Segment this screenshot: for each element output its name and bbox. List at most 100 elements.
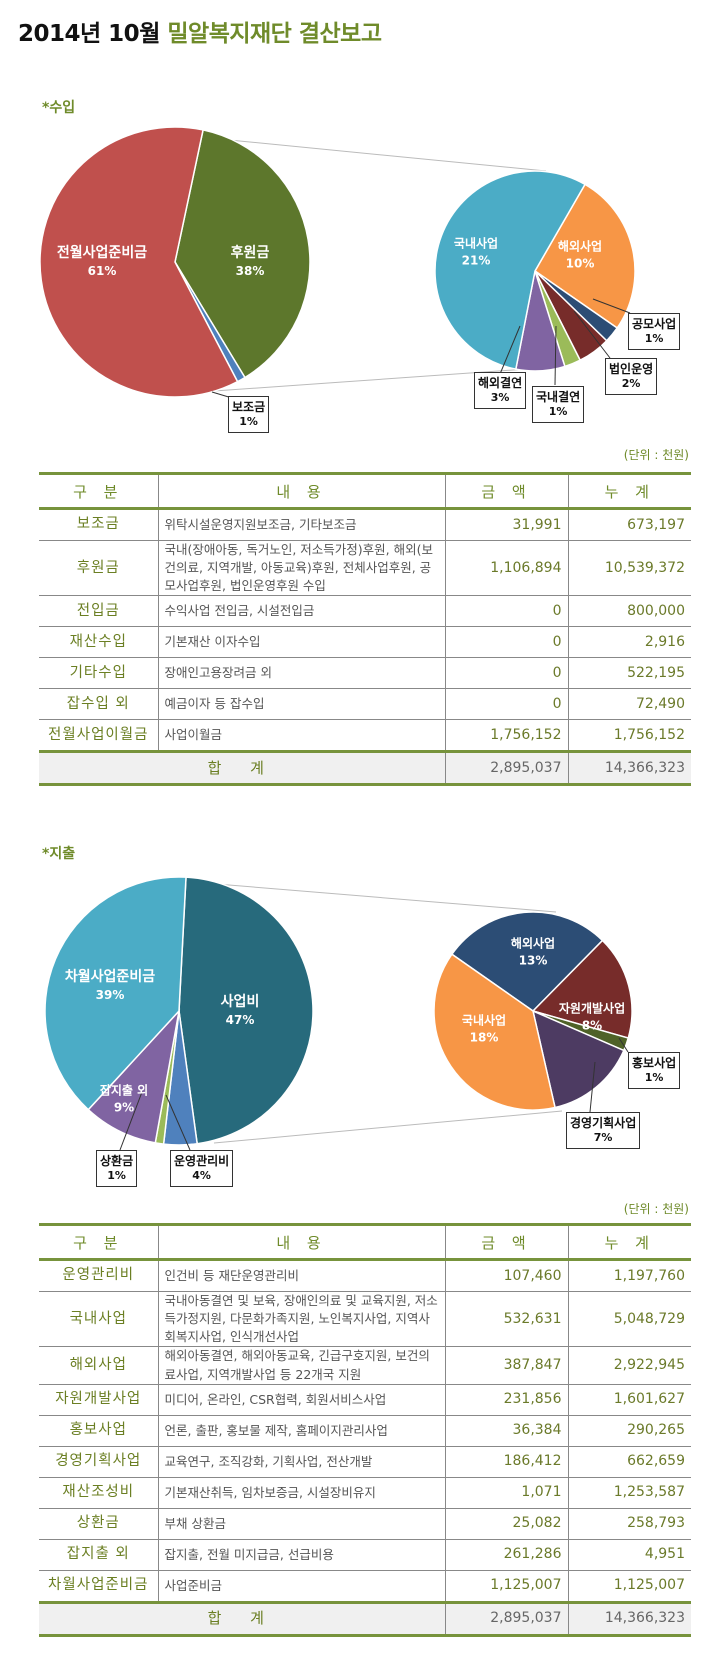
- pie-label: 국내사업 21%: [454, 236, 498, 271]
- row-amount: 0: [444, 595, 568, 628]
- pie-label-name: 전월사업준비금: [56, 245, 148, 262]
- row-cumulative: 662,659: [567, 1446, 691, 1478]
- pie-label-name: 자원개발사업: [558, 1001, 626, 1016]
- row-description: 미디어, 온라인, CSR협력, 회원서비스사업: [157, 1384, 445, 1416]
- row-amount: 1,125,007: [444, 1570, 568, 1603]
- row-description: 국내아동결연 및 보육, 장애인의료 및 교육지원, 저소득가정지원, 다문화가…: [157, 1291, 445, 1348]
- expense-section-label: *지출: [42, 846, 76, 862]
- column-header: 내 용: [157, 472, 445, 510]
- row-description: 국내(장애아동, 독거노인, 저소득가정)후원, 해외(보건의료, 지역개발, …: [157, 540, 445, 597]
- row-category: 후원금: [39, 540, 158, 597]
- row-description: 위탁시설운영지원보조금, 기타보조금: [157, 508, 445, 541]
- row-category: 보조금: [39, 508, 158, 541]
- leader-line: [573, 310, 611, 359]
- row-cumulative: 1,125,007: [567, 1570, 691, 1603]
- column-header: 누 계: [567, 1223, 691, 1261]
- pie-label-percent: 61%: [87, 264, 117, 279]
- pie-label-percent: 13%: [518, 954, 548, 968]
- income-main-pie: [39, 126, 311, 398]
- row-amount: 36,384: [444, 1415, 568, 1447]
- row-cumulative: 800,000: [567, 595, 691, 628]
- leader-line: [499, 325, 521, 375]
- row-amount: 532,631: [444, 1291, 568, 1348]
- pie-slice: [39, 126, 239, 398]
- pie-label: 사업비 47%: [221, 992, 260, 1030]
- row-category: 경영기획사업: [39, 1446, 158, 1478]
- pie-slice: [534, 183, 636, 330]
- row-category: 홍보사업: [39, 1415, 158, 1447]
- row-amount: 261,286: [444, 1539, 568, 1571]
- row-category: 재산조성비: [39, 1477, 158, 1509]
- row-description: 기본재산취득, 임차보증금, 시설장비유지: [157, 1477, 445, 1509]
- connector-line: [213, 366, 557, 392]
- row-cumulative: 72,490: [567, 688, 691, 721]
- pie-label: 해외사업 10%: [558, 239, 602, 274]
- page-title: 2014년 10월 밀알복지재단 결산보고: [18, 14, 382, 48]
- column-header: 누 계: [567, 472, 691, 510]
- row-category: 차월사업준비금: [39, 1570, 158, 1603]
- row-amount: 107,460: [444, 1259, 568, 1292]
- pie-slice: [434, 170, 587, 371]
- pie-label-name: 차월사업준비금: [64, 969, 156, 986]
- table-row: 보조금 위탁시설운영지원보조금, 기타보조금 31,991 673,197: [39, 508, 691, 541]
- leader-line: [589, 1061, 596, 1113]
- row-category: 전월사업이월금: [39, 719, 158, 753]
- column-header: 구 분: [39, 1223, 158, 1261]
- connector-line: [218, 138, 547, 172]
- pie-label: 후원금 38%: [231, 243, 270, 281]
- pie-label-name: 사업비: [220, 994, 260, 1011]
- pie-label: 공모사업 1%: [628, 313, 681, 351]
- leader-line: [592, 298, 631, 314]
- row-category: 잡수입 외: [39, 688, 158, 721]
- pie-label-name: 해외사업: [510, 936, 556, 951]
- table-row: 전입금 수익사업 전입금, 시설전입금 0 800,000: [39, 595, 691, 628]
- table-row: 재산조성비 기본재산취득, 임차보증금, 시설장비유지 1,071 1,253,587: [39, 1477, 691, 1509]
- total-cumulative: 14,366,323: [567, 1600, 691, 1637]
- row-cumulative: 522,195: [567, 657, 691, 690]
- pie-label-name: 국내사업: [453, 236, 499, 251]
- row-cumulative: 2,916: [567, 626, 691, 659]
- table-row: 경영기획사업 교육연구, 조직강화, 기획사업, 전산개발 186,412 662,6…: [39, 1446, 691, 1478]
- row-cumulative: 4,951: [567, 1539, 691, 1571]
- pie-label: 전월사업준비금 61%: [57, 243, 147, 281]
- pie-label-percent: 10%: [565, 257, 595, 271]
- pie-label: 자원개발사업 8%: [559, 1001, 625, 1036]
- title-date: 2014년 10월: [18, 21, 160, 47]
- pie-label-percent: 1%: [548, 405, 568, 419]
- connector-line: [179, 880, 557, 913]
- row-description: 언론, 출판, 홍보물 제작, 홈페이지관리사업: [157, 1415, 445, 1447]
- row-amount: 186,412: [444, 1446, 568, 1478]
- pie-label-name: 국내사업: [461, 1013, 507, 1028]
- row-description: 교육연구, 조직강화, 기획사업, 전산개발: [157, 1446, 445, 1478]
- pie-label-name: 국내결연: [536, 390, 581, 404]
- total-row: 합 계 2,895,037 14,366,323: [39, 750, 691, 787]
- row-description: 해외아동결연, 해외아동교육, 긴급구호지원, 보건의료사업, 지역개발사업 등…: [157, 1346, 445, 1385]
- total-cumulative: 14,366,323: [567, 750, 691, 787]
- row-description: 수익사업 전입금, 시설전입금: [157, 595, 445, 628]
- leader-line: [554, 325, 557, 386]
- pie-label: 홍보사업 1%: [628, 1052, 681, 1090]
- pie-label-name: 경영기획사업: [570, 1116, 637, 1130]
- pie-slice: [531, 1009, 625, 1109]
- pie-label-name: 홍보사업: [632, 1056, 677, 1070]
- pie-label-percent: 38%: [235, 264, 265, 279]
- pie-label: 법인운영 2%: [605, 358, 658, 396]
- leader-line: [165, 1094, 191, 1151]
- row-description: 잡지출, 전월 미지급금, 선급비용: [157, 1539, 445, 1571]
- row-category: 자원개발사업: [39, 1384, 158, 1416]
- total-row: 합 계 2,895,037 14,366,323: [39, 1600, 691, 1637]
- pie-label-percent: 9%: [113, 1101, 135, 1115]
- row-category: 전입금: [39, 595, 158, 628]
- pie-label-percent: 4%: [192, 1169, 211, 1183]
- table-row: 자원개발사업 미디어, 온라인, CSR협력, 회원서비스사업 231,856 1,6…: [39, 1384, 691, 1416]
- row-amount: 1,106,894: [444, 540, 568, 597]
- row-amount: 387,847: [444, 1346, 568, 1385]
- pie-label: 차월사업준비금 39%: [65, 967, 155, 1005]
- pie-label-percent: 3%: [490, 391, 510, 405]
- row-amount: 0: [444, 657, 568, 690]
- pie-label-percent: 7%: [593, 1131, 613, 1145]
